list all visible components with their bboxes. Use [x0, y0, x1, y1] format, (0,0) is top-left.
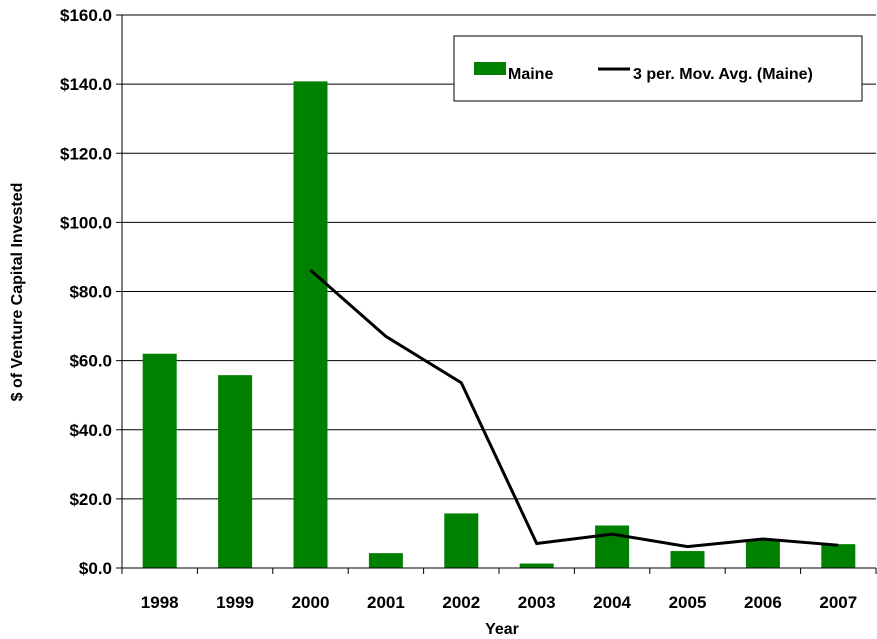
- x-tick-label: 2004: [593, 593, 631, 612]
- y-tick-label: $0.0: [79, 559, 112, 578]
- legend-box: [453, 35, 863, 102]
- x-tick-label: 1999: [216, 593, 254, 612]
- y-tick-labels: $0.0 $20.0 $40.0 $60.0 $80.0 $100.0 $120.0 $140…: [60, 6, 112, 578]
- x-tick-label: 2007: [819, 593, 857, 612]
- x-tick-label: 2002: [442, 593, 480, 612]
- y-axis-title: $ of Venture Capital Invested: [9, 183, 26, 402]
- legend-label-moving-average: 3 per. Mov. Avg. (Maine): [633, 66, 813, 83]
- x-tick-labels: 1998 1999 2000 2001 2002 2003 2004 2005 2006 2007: [141, 593, 857, 612]
- x-tick-label: 2000: [292, 593, 330, 612]
- line-series-moving-average: [309, 268, 839, 549]
- bar-2006: [745, 540, 780, 568]
- y-tick-label: $100.0: [60, 213, 112, 232]
- bar-2004: [595, 525, 630, 568]
- bar-2005: [670, 551, 705, 568]
- legend-swatch-maine: [474, 62, 506, 75]
- y-tick-label: $120.0: [60, 144, 112, 163]
- axes: [116, 14, 877, 574]
- y-tick-label: $160.0: [60, 6, 112, 25]
- bar-1999: [218, 375, 253, 568]
- legend-label-maine: Maine: [508, 66, 553, 83]
- y-tick-label: $140.0: [60, 75, 112, 94]
- bar-2003: [519, 563, 554, 568]
- bar-2002: [444, 513, 479, 568]
- bar-2007: [821, 544, 856, 568]
- y-tick-label: $60.0: [69, 352, 112, 371]
- bar-2001: [368, 553, 403, 568]
- x-tick-label: 2006: [744, 593, 782, 612]
- x-tick-label: 2001: [367, 593, 405, 612]
- x-tick-label: 2005: [669, 593, 707, 612]
- y-tick-label: $20.0: [69, 490, 112, 509]
- legend: Maine 3 per. Mov. Avg. (Maine): [453, 35, 863, 102]
- x-tick-label: 1998: [141, 593, 179, 612]
- x-tick-label: 2003: [518, 593, 556, 612]
- x-axis-title: Year: [485, 621, 519, 638]
- bar-2000: [293, 81, 328, 569]
- bar-series-maine: [142, 81, 856, 569]
- bar-1998: [142, 353, 177, 568]
- y-tick-label: $40.0: [69, 421, 112, 440]
- moving-average-line: [309, 268, 839, 549]
- y-tick-label: $80.0: [69, 283, 112, 302]
